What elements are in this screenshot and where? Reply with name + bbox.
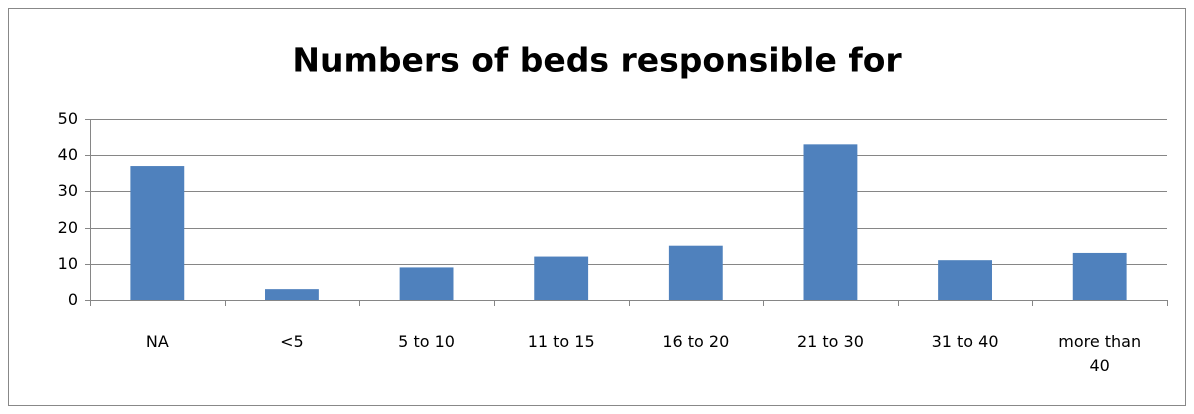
bar [399, 267, 454, 300]
y-tick-label: 40 [58, 145, 78, 164]
x-tick-label: <5 [280, 332, 304, 351]
bar [938, 260, 992, 300]
y-tick-label: 50 [58, 109, 78, 128]
y-tick-label: 30 [58, 181, 78, 200]
bar [534, 256, 589, 300]
bar [668, 245, 723, 300]
chart-title: Numbers of beds responsible for [292, 41, 902, 80]
x-tick-label: 31 to 40 [931, 332, 999, 351]
y-tick-label: 20 [58, 218, 78, 237]
chart-frame [8, 8, 1186, 406]
x-tick-label: 16 to 20 [662, 332, 730, 351]
y-tick-label: 0 [68, 290, 78, 309]
x-tick-label: 11 to 15 [527, 332, 595, 351]
x-tick-label: 21 to 30 [796, 332, 864, 351]
x-tick-label: more than 40 [1058, 332, 1142, 375]
bar [265, 289, 319, 300]
x-tick-label: NA [145, 332, 169, 351]
x-tick-label: 5 to 10 [398, 332, 455, 351]
bar [1072, 252, 1127, 300]
bar [803, 144, 858, 300]
y-tick-label: 10 [58, 254, 78, 273]
bar [130, 166, 185, 300]
